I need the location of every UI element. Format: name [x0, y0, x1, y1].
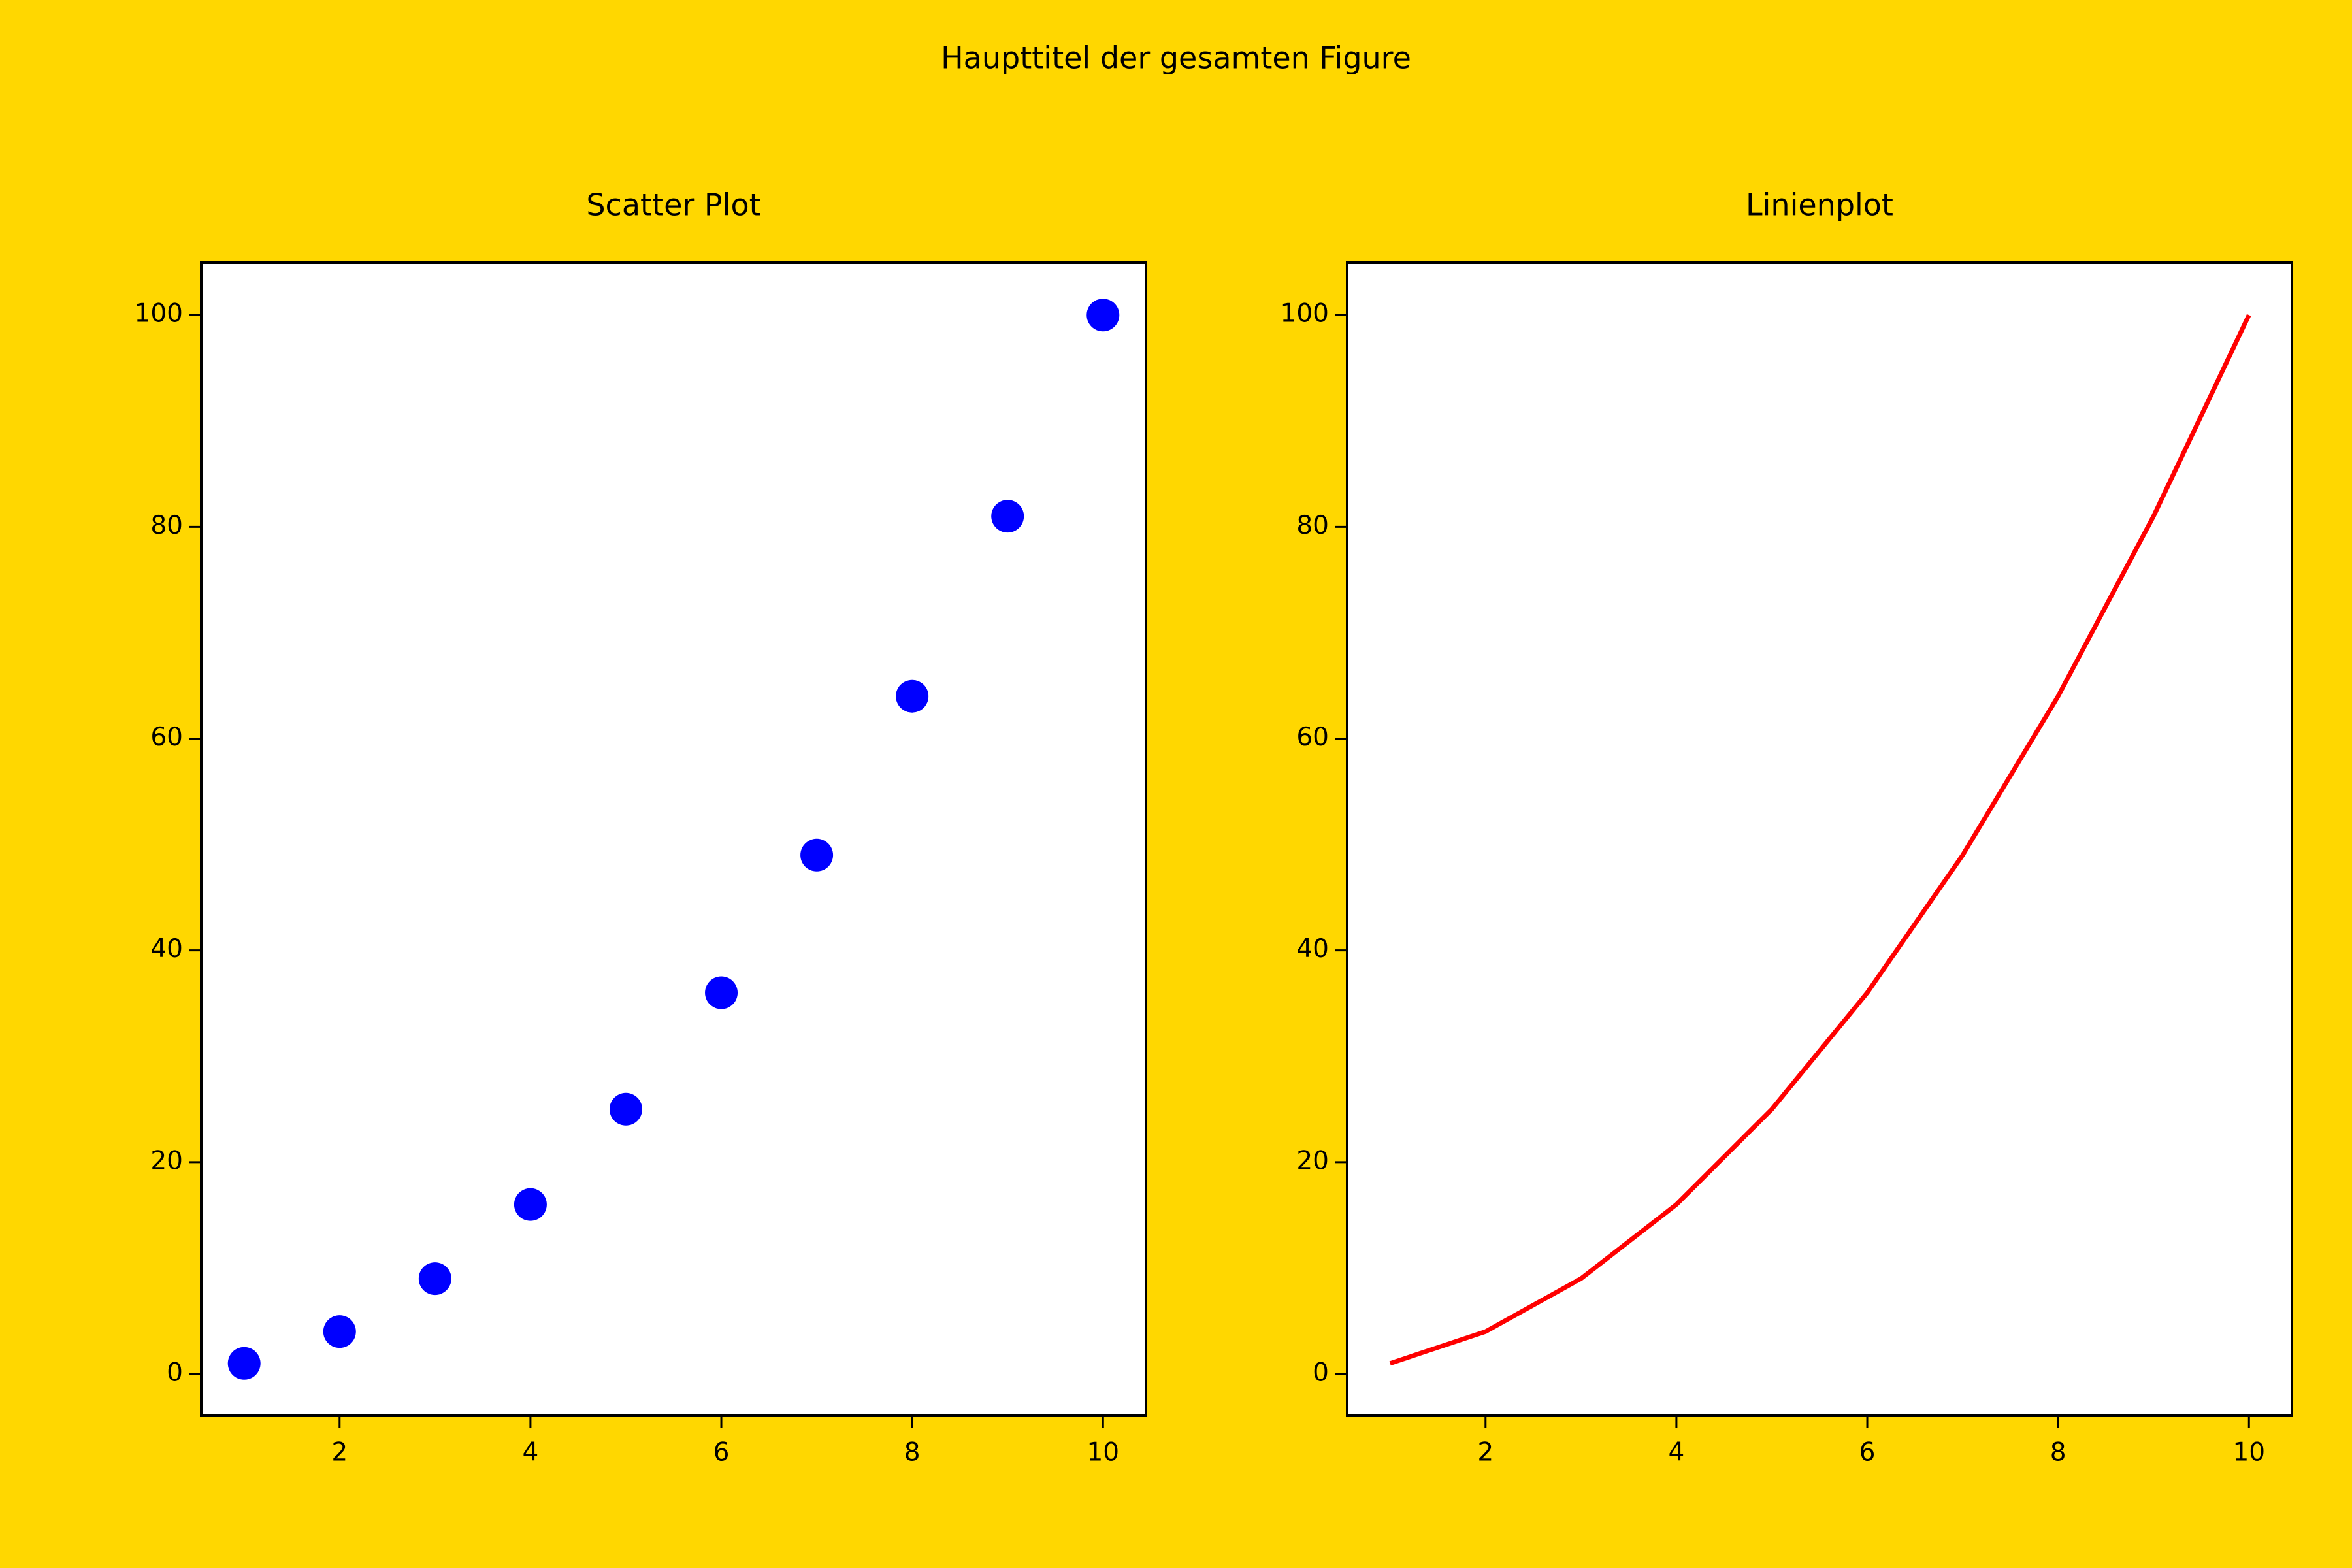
- y-tick-label: 20: [150, 1146, 183, 1175]
- subplot-title: Linienplot: [1746, 188, 1893, 223]
- figure-title: Haupttitel der gesamten Figure: [941, 41, 1411, 76]
- x-tick-label: 4: [1668, 1438, 1684, 1467]
- y-tick-label: 80: [150, 511, 183, 540]
- y-tick-label: 40: [1296, 934, 1329, 964]
- y-tick-label: 100: [1281, 299, 1329, 329]
- x-tick-label: 8: [2050, 1438, 2066, 1467]
- y-tick-label: 80: [1296, 511, 1329, 540]
- x-tick-label: 10: [1086, 1438, 1119, 1467]
- scatter-point: [896, 679, 929, 713]
- axes-frame: [1346, 261, 2293, 1417]
- y-tick-label: 0: [1313, 1358, 1329, 1387]
- axes-frame: [200, 261, 1147, 1417]
- y-tick-label: 40: [150, 934, 183, 964]
- scatter-point: [991, 500, 1024, 533]
- x-tick-label: 8: [904, 1438, 921, 1467]
- scatter-point: [1086, 299, 1120, 332]
- y-tick-label: 60: [1296, 723, 1329, 752]
- x-tick-label: 2: [331, 1438, 348, 1467]
- x-tick-label: 2: [1477, 1438, 1494, 1467]
- scatter-point: [418, 1262, 451, 1296]
- y-tick-label: 20: [1296, 1146, 1329, 1175]
- scatter-point: [705, 976, 738, 1009]
- scatter-point: [323, 1315, 356, 1348]
- line-series: [1389, 314, 2251, 1366]
- x-tick-label: 6: [1859, 1438, 1876, 1467]
- x-tick-label: 10: [2232, 1438, 2265, 1467]
- x-tick-label: 4: [522, 1438, 538, 1467]
- y-tick-label: 0: [167, 1358, 183, 1387]
- y-tick-label: 60: [150, 723, 183, 752]
- subplot-title: Scatter Plot: [586, 188, 760, 223]
- scatter-point: [227, 1347, 261, 1380]
- plot-area: [201, 263, 1146, 1416]
- scatter-point: [609, 1092, 642, 1126]
- y-tick-label: 100: [135, 299, 183, 329]
- scatter-point: [800, 838, 834, 872]
- scatter-point: [514, 1188, 547, 1221]
- x-tick-label: 6: [713, 1438, 730, 1467]
- plot-area: [1347, 263, 2292, 1416]
